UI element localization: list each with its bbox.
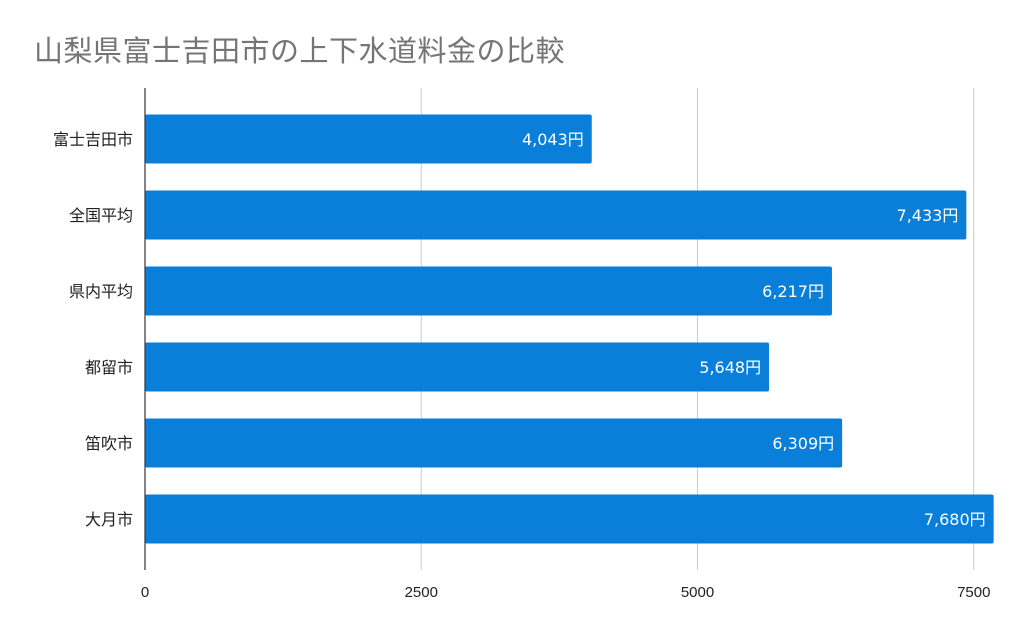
bar bbox=[145, 418, 843, 468]
bar bbox=[145, 114, 592, 164]
category-label: 大月市 bbox=[85, 510, 133, 529]
bar bbox=[145, 190, 967, 240]
data-label: 4,043円 bbox=[522, 130, 584, 149]
data-label: 7,680円 bbox=[924, 510, 986, 529]
data-label: 6,217円 bbox=[762, 282, 824, 301]
x-tick-label: 2500 bbox=[405, 584, 438, 601]
bar bbox=[145, 342, 770, 392]
bar bbox=[145, 266, 832, 316]
chart-title: 山梨県富士吉田市の上下水道料金の比較 bbox=[34, 34, 566, 68]
category-label: 笛吹市 bbox=[85, 434, 133, 453]
category-label: 富士吉田市 bbox=[53, 130, 133, 149]
data-label: 5,648円 bbox=[699, 358, 761, 377]
category-label: 都留市 bbox=[85, 358, 133, 377]
x-tick-label: 0 bbox=[141, 584, 149, 601]
x-tick-label: 5000 bbox=[681, 584, 714, 601]
bar bbox=[145, 494, 994, 544]
data-label: 6,309円 bbox=[772, 434, 834, 453]
category-label: 全国平均 bbox=[69, 206, 133, 225]
x-tick-label: 7500 bbox=[957, 584, 990, 601]
data-label: 7,433円 bbox=[897, 206, 959, 225]
category-label: 県内平均 bbox=[69, 282, 133, 301]
